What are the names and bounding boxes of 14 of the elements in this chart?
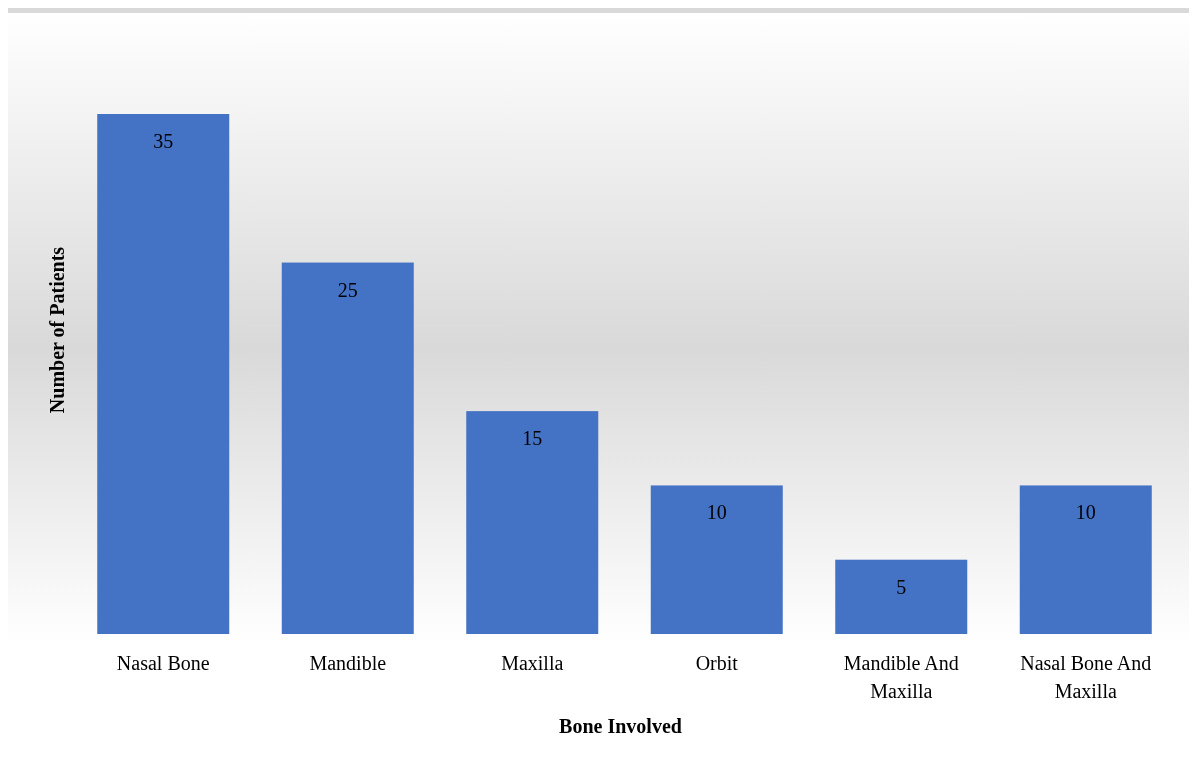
data-label: 15 [522, 427, 543, 450]
data-label: 10 [1075, 501, 1096, 524]
x-tick-label: Nasal Bone And Maxilla [1020, 652, 1152, 702]
x-tick-label: Orbit [695, 652, 739, 674]
x-tick-label: Mandible [309, 652, 387, 674]
x-tick-label: Nasal Bone [116, 652, 210, 674]
data-label: 25 [337, 278, 358, 301]
y-axis-title: Number of Patients [46, 246, 68, 414]
x-tick-label: Maxilla [501, 652, 564, 674]
x-tick-label: Mandible And Maxilla [843, 652, 959, 702]
x-axis-title: Bone Involved [559, 715, 682, 737]
data-label: 10 [706, 501, 727, 524]
data-label: 5 [896, 575, 907, 598]
data-label: 35 [153, 130, 174, 152]
